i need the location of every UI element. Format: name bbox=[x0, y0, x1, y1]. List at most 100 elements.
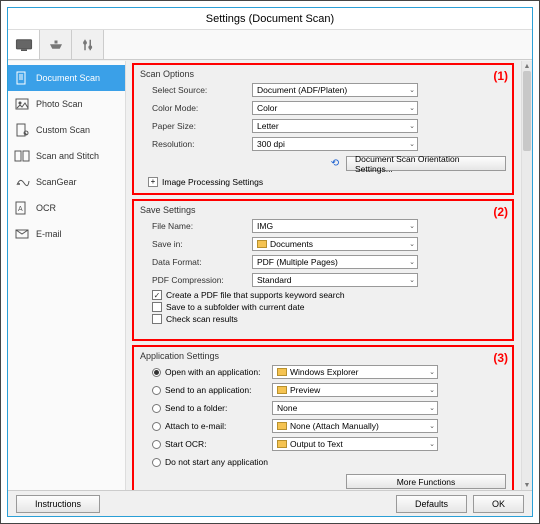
radio-open[interactable] bbox=[152, 368, 161, 377]
paper-dropdown[interactable]: Letter⌄ bbox=[252, 119, 418, 133]
scan-row-source: Select Source:Document (ADF/Platen)⌄ bbox=[134, 81, 512, 99]
check-sub[interactable]: Save to a subfolder with current date bbox=[134, 301, 512, 313]
tools-tab[interactable] bbox=[72, 30, 104, 59]
app-send-dropdown[interactable]: Preview ⌄ bbox=[272, 383, 438, 397]
dropdown-value: None (Attach Manually) bbox=[290, 421, 379, 431]
sidebar-item-custom[interactable]: Custom Scan bbox=[8, 117, 125, 143]
res-dropdown[interactable]: 300 dpi⌄ bbox=[252, 137, 418, 151]
radio-label: Send to an application: bbox=[165, 385, 251, 395]
chevron-down-icon: ⌄ bbox=[409, 258, 415, 266]
radio-folder[interactable] bbox=[152, 404, 161, 413]
chevron-down-icon: ⌄ bbox=[429, 440, 435, 448]
radio-email[interactable] bbox=[152, 422, 161, 431]
dropdown-value: PDF (Multiple Pages) bbox=[257, 257, 338, 267]
radio-send[interactable] bbox=[152, 386, 161, 395]
dropdown-value: 300 dpi bbox=[257, 139, 285, 149]
app-folder-dropdown[interactable]: None ⌄ bbox=[272, 401, 438, 415]
scangear-icon bbox=[14, 175, 30, 189]
ok-button[interactable]: OK bbox=[473, 495, 524, 513]
custom-icon bbox=[14, 123, 30, 137]
save-row-fmt: Data Format: PDF (Multiple Pages) ⌄ bbox=[134, 253, 512, 271]
scanner-tab[interactable] bbox=[40, 30, 72, 59]
display-tab[interactable] bbox=[8, 30, 40, 59]
more-functions-button[interactable]: More Functions bbox=[346, 474, 506, 489]
radio-label: Do not start any application bbox=[165, 457, 268, 467]
save-row-savein: Save in:Documents⌄ bbox=[134, 235, 512, 253]
sidebar-item-scangear[interactable]: ScanGear bbox=[8, 169, 125, 195]
label-res: Resolution: bbox=[152, 139, 252, 149]
sidebar: Document Scan Photo Scan Custom Scan Scan a… bbox=[8, 61, 126, 490]
dropdown-value: Color bbox=[257, 103, 277, 113]
top-tabstrip bbox=[8, 30, 532, 60]
chevron-down-icon: ⌄ bbox=[429, 386, 435, 394]
check-label: Check scan results bbox=[166, 314, 238, 324]
orientation-settings-button[interactable]: Document Scan Orientation Settings... bbox=[346, 156, 506, 171]
radio-label: Send to a folder: bbox=[165, 403, 227, 413]
folder-icon bbox=[277, 386, 287, 394]
dropdown-value: None bbox=[277, 403, 297, 413]
fname-dropdown[interactable]: IMG⌄ bbox=[252, 219, 418, 233]
chevron-down-icon: ⌄ bbox=[429, 404, 435, 412]
sidebar-item-label: OCR bbox=[36, 203, 56, 213]
label-fmt: Data Format: bbox=[152, 257, 252, 267]
folder-icon bbox=[257, 240, 267, 248]
scan-row-res: Resolution:300 dpi⌄ bbox=[134, 135, 512, 153]
sidebar-item-ocr[interactable]: A OCR bbox=[8, 195, 125, 221]
check-kw[interactable]: ✓Create a PDF file that supports keyword… bbox=[134, 289, 512, 301]
fmt-dropdown[interactable]: PDF (Multiple Pages) ⌄ bbox=[252, 255, 418, 269]
svg-text:A: A bbox=[18, 206, 23, 213]
app-open-dropdown[interactable]: Windows Explorer⌄ bbox=[272, 365, 438, 379]
app-row-email: Attach to e-mail:None (Attach Manually)⌄ bbox=[134, 417, 512, 435]
label-savein: Save in: bbox=[152, 239, 252, 249]
checkbox-kw[interactable]: ✓ bbox=[152, 290, 162, 300]
savein-dropdown[interactable]: Documents⌄ bbox=[252, 237, 418, 251]
scan-row-color: Color Mode:Color⌄ bbox=[134, 99, 512, 117]
footer: Instructions Defaults OK bbox=[8, 490, 532, 516]
defaults-button[interactable]: Defaults bbox=[396, 495, 467, 513]
scroll-thumb[interactable] bbox=[523, 71, 531, 151]
sidebar-item-label: Document Scan bbox=[36, 73, 100, 83]
check-chk[interactable]: Check scan results bbox=[134, 313, 512, 325]
dropdown-value: Preview bbox=[290, 385, 320, 395]
application-settings-panel: (3) Application Settings Open with an ap… bbox=[132, 345, 514, 490]
label-comp: PDF Compression: bbox=[152, 275, 252, 285]
vertical-scrollbar[interactable]: ▲ ▼ bbox=[521, 61, 532, 490]
sidebar-item-document[interactable]: Document Scan bbox=[8, 65, 125, 91]
checkbox-sub[interactable] bbox=[152, 302, 162, 312]
dropdown-value: Windows Explorer bbox=[290, 367, 359, 377]
sidebar-item-label: Scan and Stitch bbox=[36, 151, 99, 161]
image-processing-expander[interactable]: + Image Processing Settings bbox=[134, 174, 512, 191]
source-dropdown[interactable]: Document (ADF/Platen)⌄ bbox=[252, 83, 418, 97]
radio-none[interactable] bbox=[152, 458, 161, 467]
application-settings-title: Application Settings bbox=[134, 347, 512, 363]
app-row-folder: Send to a folder: None ⌄ bbox=[134, 399, 512, 417]
scroll-down-arrow[interactable]: ▼ bbox=[522, 480, 532, 490]
comp-dropdown[interactable]: Standard⌄ bbox=[252, 273, 418, 287]
check-label: Save to a subfolder with current date bbox=[166, 302, 304, 312]
app-email-dropdown[interactable]: None (Attach Manually)⌄ bbox=[272, 419, 438, 433]
instructions-button[interactable]: Instructions bbox=[16, 495, 100, 513]
sidebar-item-photo[interactable]: Photo Scan bbox=[8, 91, 125, 117]
sidebar-item-label: Custom Scan bbox=[36, 125, 90, 135]
scroll-up-arrow[interactable]: ▲ bbox=[522, 61, 532, 71]
sidebar-item-label: ScanGear bbox=[36, 177, 77, 187]
folder-icon bbox=[277, 422, 287, 430]
sidebar-item-stitch[interactable]: Scan and Stitch bbox=[8, 143, 125, 169]
radio-label: Start OCR: bbox=[165, 439, 207, 449]
color-dropdown[interactable]: Color⌄ bbox=[252, 101, 418, 115]
app-ocr-dropdown[interactable]: Output to Text⌄ bbox=[272, 437, 438, 451]
dropdown-value: Standard bbox=[257, 275, 292, 285]
label-color: Color Mode: bbox=[152, 103, 252, 113]
reset-icon[interactable]: ⟲ bbox=[328, 158, 342, 169]
stitch-icon bbox=[14, 149, 30, 163]
app-row-open: Open with an application: Windows Explore… bbox=[134, 363, 512, 381]
radio-ocr[interactable] bbox=[152, 440, 161, 449]
app-row-ocr: Start OCR: Output to Text⌄ bbox=[134, 435, 512, 453]
panel-marker-1: (1) bbox=[493, 69, 508, 83]
folder-icon bbox=[277, 368, 287, 376]
save-settings-title: Save Settings bbox=[134, 201, 512, 217]
chevron-down-icon: ⌄ bbox=[409, 86, 415, 94]
sidebar-item-email[interactable]: E-mail bbox=[8, 221, 125, 247]
checkbox-chk[interactable] bbox=[152, 314, 162, 324]
radio-label: Open with an application: bbox=[165, 367, 260, 377]
